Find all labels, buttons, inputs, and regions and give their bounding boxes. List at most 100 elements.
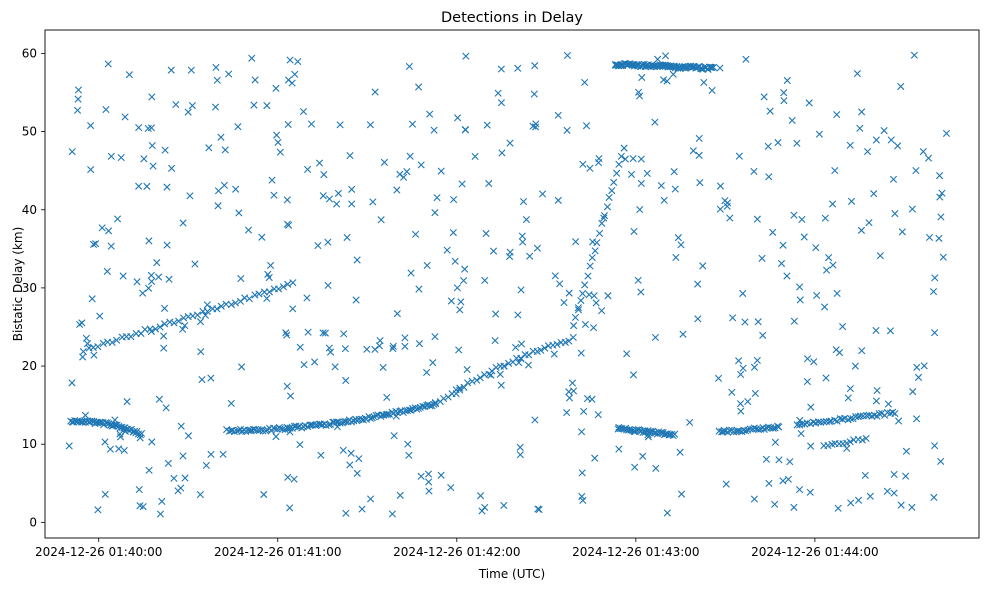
data-point: [348, 200, 356, 208]
data-point: [162, 404, 170, 412]
data-point: [525, 351, 533, 359]
data-point: [179, 452, 187, 460]
data-point: [274, 138, 282, 146]
data-point: [629, 154, 637, 163]
data-point: [886, 327, 895, 335]
data-point: [117, 153, 125, 162]
data-point: [213, 305, 221, 313]
data-point: [889, 175, 898, 183]
y-tick-label: 20: [22, 359, 37, 373]
data-point: [563, 51, 572, 60]
data-point: [90, 351, 98, 359]
data-point: [267, 261, 275, 270]
data-point: [586, 262, 594, 270]
data-point: [278, 425, 287, 433]
data-point: [319, 192, 327, 200]
data-point: [87, 166, 95, 174]
data-point: [244, 226, 253, 234]
data-point: [798, 215, 806, 224]
data-point: [284, 120, 292, 129]
data-point: [433, 194, 441, 202]
data-point: [565, 289, 573, 297]
data-point: [796, 283, 804, 291]
data-point: [325, 195, 334, 203]
data-point: [202, 461, 210, 470]
data-point: [676, 448, 684, 456]
data-point: [283, 331, 291, 339]
data-point: [530, 90, 538, 98]
data-point: [876, 252, 884, 260]
data-point: [331, 363, 339, 371]
data-point: [652, 464, 660, 472]
x-tick-label: 2024-12-26 01:41:00: [214, 545, 341, 559]
data-point: [258, 233, 266, 241]
data-point: [586, 164, 594, 172]
data-point: [408, 120, 417, 128]
data-point: [663, 77, 671, 85]
data-point: [613, 169, 621, 177]
data-point: [286, 392, 295, 400]
data-point: [260, 490, 268, 499]
data-point: [98, 224, 106, 232]
data-point: [342, 417, 350, 425]
data-point: [760, 93, 768, 101]
data-point: [526, 252, 534, 260]
data-point: [250, 101, 258, 109]
data-point: [135, 124, 143, 132]
data-point: [217, 302, 225, 310]
data-point: [289, 305, 297, 313]
data-point: [580, 407, 588, 416]
data-point: [88, 295, 96, 303]
data-point: [431, 400, 440, 408]
data-point: [531, 416, 539, 424]
data-point: [112, 336, 121, 344]
data-point: [188, 102, 196, 110]
data-point: [898, 228, 906, 236]
data-point: [455, 346, 463, 354]
data-point: [931, 442, 939, 450]
data-point: [714, 374, 723, 382]
data-point: [363, 345, 371, 353]
data-point: [788, 116, 796, 125]
data-point: [491, 336, 499, 345]
data-point: [857, 226, 866, 234]
data-point: [750, 167, 758, 176]
data-point: [404, 440, 412, 448]
data-point: [742, 427, 750, 435]
data-point: [910, 51, 918, 59]
data-point: [160, 344, 168, 352]
data-point: [831, 416, 839, 424]
data-point: [121, 427, 129, 435]
data-point: [78, 319, 86, 327]
data-point: [638, 73, 646, 82]
data-point: [68, 379, 76, 387]
data-point: [414, 404, 423, 412]
data-point: [108, 422, 116, 430]
data-point: [769, 228, 777, 236]
data-point: [390, 432, 398, 440]
data-point: [461, 265, 469, 273]
data-point: [556, 280, 564, 288]
data-point: [296, 440, 304, 449]
data-point: [285, 221, 293, 229]
data-point: [396, 491, 404, 499]
data-point: [393, 186, 401, 194]
data-point: [136, 502, 144, 510]
data-point: [924, 154, 933, 162]
data-point: [519, 197, 528, 206]
data-point: [858, 436, 866, 444]
data-point: [858, 347, 866, 355]
data-point: [113, 215, 122, 223]
data-point: [211, 103, 220, 111]
data-point: [101, 490, 109, 498]
data-point: [170, 474, 178, 482]
data-point: [431, 209, 439, 217]
data-point: [144, 284, 153, 292]
data-point: [707, 63, 715, 72]
data-point: [777, 259, 786, 268]
data-point: [145, 237, 153, 245]
data-point: [168, 164, 176, 172]
data-point: [296, 343, 304, 351]
y-tick-label: 40: [22, 203, 37, 217]
data-point: [506, 248, 514, 256]
